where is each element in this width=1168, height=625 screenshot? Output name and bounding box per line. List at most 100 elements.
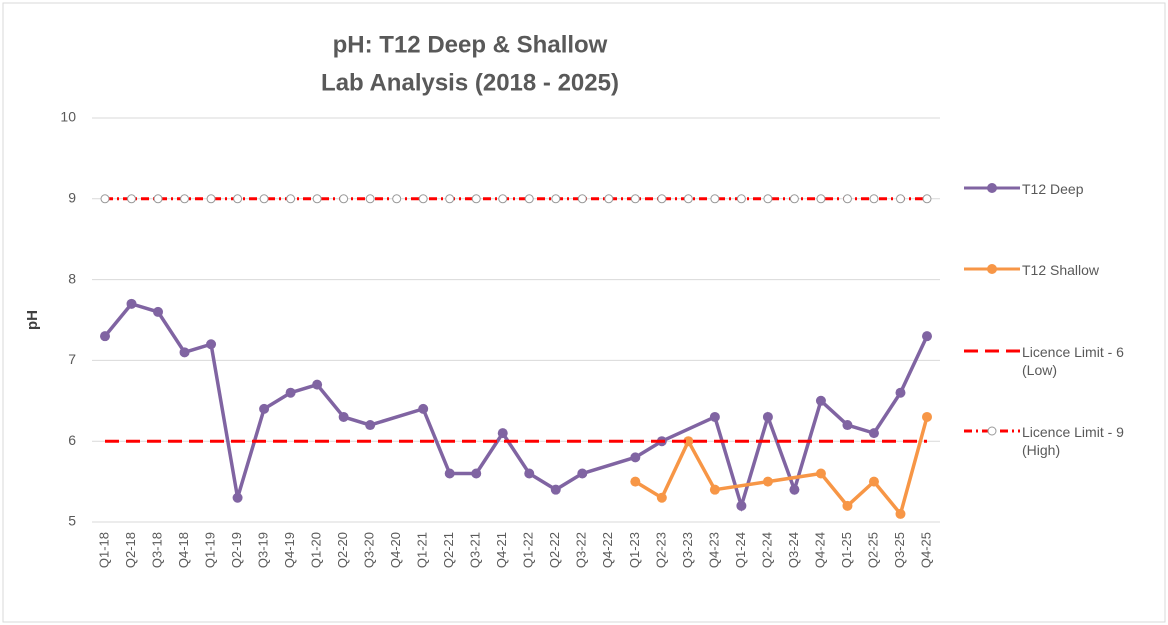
x-tick-label: Q2-22 [547,532,562,568]
y-tick-label: 8 [68,270,76,286]
point [736,500,747,511]
point [789,194,799,204]
legend-swatch [964,349,1020,353]
point [206,194,216,204]
x-tick-label: Q4-20 [388,532,403,568]
x-tick-label: Q1-22 [521,532,536,568]
point [815,395,826,406]
point [683,436,694,447]
point [922,194,932,204]
x-tick-label: Q3-23 [680,532,695,568]
point [842,420,853,431]
point [206,339,217,350]
point [524,194,534,204]
legend-item: Licence Limit - 6 (Low) [962,343,1152,379]
y-tick-label: 5 [68,513,76,529]
legend-label: T12 Deep [1022,181,1084,197]
point [498,194,508,204]
point [418,403,429,414]
point [445,194,455,204]
point [153,306,164,317]
x-tick-label: Q2-24 [759,532,774,568]
gap-connector [661,415,716,443]
point [710,194,720,204]
x-tick-label: Q1-25 [839,532,854,568]
point [339,194,349,204]
x-tick-label: Q3-24 [786,532,801,568]
x-tick-label: Q3-19 [256,532,271,568]
legend-swatch [964,183,1020,193]
gap-connector [369,407,424,427]
legend-label: Licence Limit - 9 (High) [1022,424,1124,458]
point [656,492,667,503]
point [285,387,296,398]
legend-swatch [964,264,1020,274]
x-tick-label: Q3-25 [892,532,907,568]
point [392,194,402,204]
y-tick-label: 10 [60,109,76,125]
point [471,468,482,479]
legend-swatch [964,426,1020,436]
legend-item: Licence Limit - 9 (High) [962,423,1152,459]
x-tick-label: Q3-21 [468,532,483,568]
x-tick-label: Q2-23 [653,532,668,568]
x-tick-label: Q3-22 [574,532,589,568]
x-tick-label: Q4-18 [176,532,191,568]
x-tick-label: Q1-20 [309,532,324,568]
y-tick-label: 6 [68,432,76,448]
x-tick-label: Q4-19 [282,532,297,568]
legend-marker [987,426,997,436]
point [524,468,535,479]
point [259,403,270,414]
point [868,476,879,487]
x-tick-label: Q4-21 [494,532,509,568]
legend-marker [987,264,997,274]
x-tick-label: Q2-18 [123,532,138,568]
point [338,411,349,422]
x-tick-label: Q3-20 [362,532,377,568]
x-tick-label: Q4-25 [918,532,933,568]
x-tick-label: Q4-23 [706,532,721,568]
point [577,468,588,479]
point [922,331,932,342]
gap-connector [714,479,769,492]
point [365,194,375,204]
x-tick-label: Q1-24 [733,532,748,568]
point [418,194,428,204]
point [815,468,826,479]
point [127,194,137,204]
point [153,194,163,204]
legend-marker [987,183,997,193]
chart-title: pH: T12 Deep & Shallow [333,31,608,58]
gap-connector [581,455,636,476]
point [550,484,561,495]
point [683,194,693,204]
x-tick-label: Q3-18 [149,532,164,568]
point [842,500,853,511]
y-tick-label: 9 [68,190,76,206]
point [604,194,614,204]
point [126,298,137,309]
y-tick-label: 7 [68,351,76,367]
point [895,508,906,519]
point [551,194,561,204]
legend-label: T12 Shallow [1022,262,1100,278]
point [100,331,110,342]
point [630,452,641,463]
point [233,194,243,204]
point [709,411,720,422]
point [179,347,190,358]
point [577,194,587,204]
x-tick-label: Q1-19 [203,532,218,568]
point [497,428,508,439]
point [789,484,800,495]
point [869,194,879,204]
point [895,387,906,398]
point [816,194,826,204]
y-axis-label: pH [24,310,41,330]
point [232,492,243,503]
x-tick-label: Q4-24 [812,532,827,568]
x-tick-label: Q2-19 [229,532,244,568]
x-tick-label: Q4-22 [600,532,615,568]
